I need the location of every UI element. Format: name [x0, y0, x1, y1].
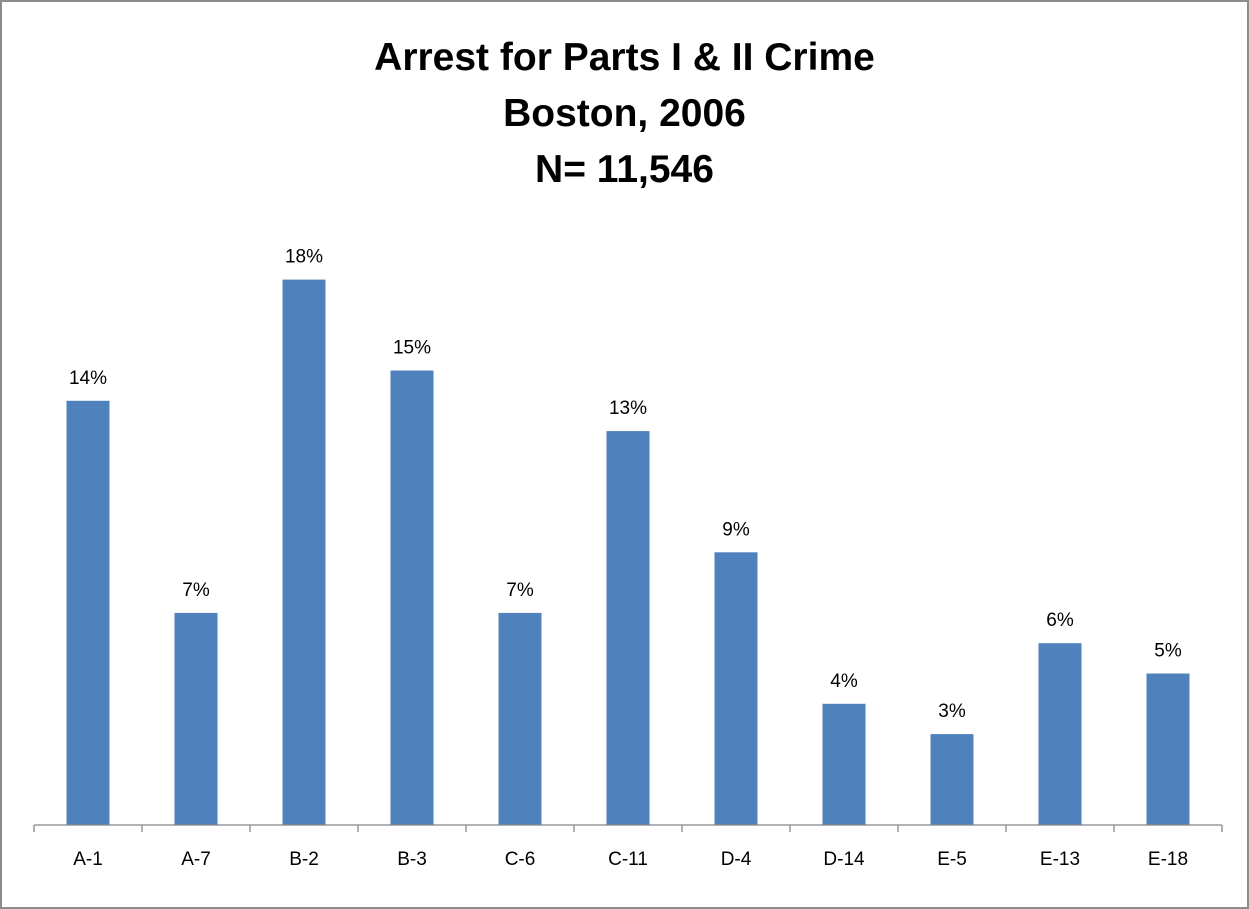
x-tick-label-a-7: A-7 — [181, 849, 211, 870]
chart-title-line-1: Arrest for Parts I & II Crime — [374, 36, 875, 79]
x-tick-label-e-18: E-18 — [1148, 849, 1188, 870]
data-label-d-4: 9% — [722, 519, 750, 540]
bar-e-13 — [1038, 643, 1082, 825]
data-label-a-7: 7% — [182, 580, 210, 601]
bar-b-2 — [282, 279, 326, 826]
data-label-b-3: 15% — [393, 338, 431, 359]
chart-title-line-2: Boston, 2006 — [503, 92, 746, 135]
bar-d-14 — [822, 703, 866, 825]
bar-c-11 — [606, 431, 650, 825]
x-tick-label-e-5: E-5 — [937, 849, 967, 870]
x-tick-label-d-14: D-14 — [823, 849, 865, 870]
data-label-d-14: 4% — [830, 671, 858, 692]
x-tick-label-c-6: C-6 — [505, 849, 536, 870]
x-tick-label-a-1: A-1 — [73, 849, 103, 870]
bar-a-7 — [174, 612, 218, 825]
data-label-c-11: 13% — [609, 398, 647, 419]
data-label-e-18: 5% — [1154, 641, 1182, 662]
bar-b-3 — [390, 370, 434, 825]
x-tick-label-b-3: B-3 — [397, 849, 427, 870]
data-label-b-2: 18% — [285, 247, 323, 268]
bar-c-6 — [498, 612, 542, 825]
bar-a-1 — [66, 400, 110, 825]
x-tick-label-d-4: D-4 — [721, 849, 752, 870]
chart-title: Arrest for Parts I & II Crime Boston, 20… — [2, 30, 1247, 198]
chart-title-line-3: N= 11,546 — [535, 148, 714, 191]
x-tick-label-c-11: C-11 — [608, 849, 648, 870]
data-label-c-6: 7% — [506, 580, 534, 601]
data-label-e-5: 3% — [938, 701, 966, 722]
bar-d-4 — [714, 552, 758, 825]
bar-e-18 — [1146, 673, 1190, 825]
x-tick-label-e-13: E-13 — [1040, 849, 1080, 870]
x-tick-label-b-2: B-2 — [289, 849, 319, 870]
data-label-e-13: 6% — [1046, 610, 1074, 631]
data-label-a-1: 14% — [69, 368, 107, 389]
bar-e-5 — [930, 734, 974, 825]
